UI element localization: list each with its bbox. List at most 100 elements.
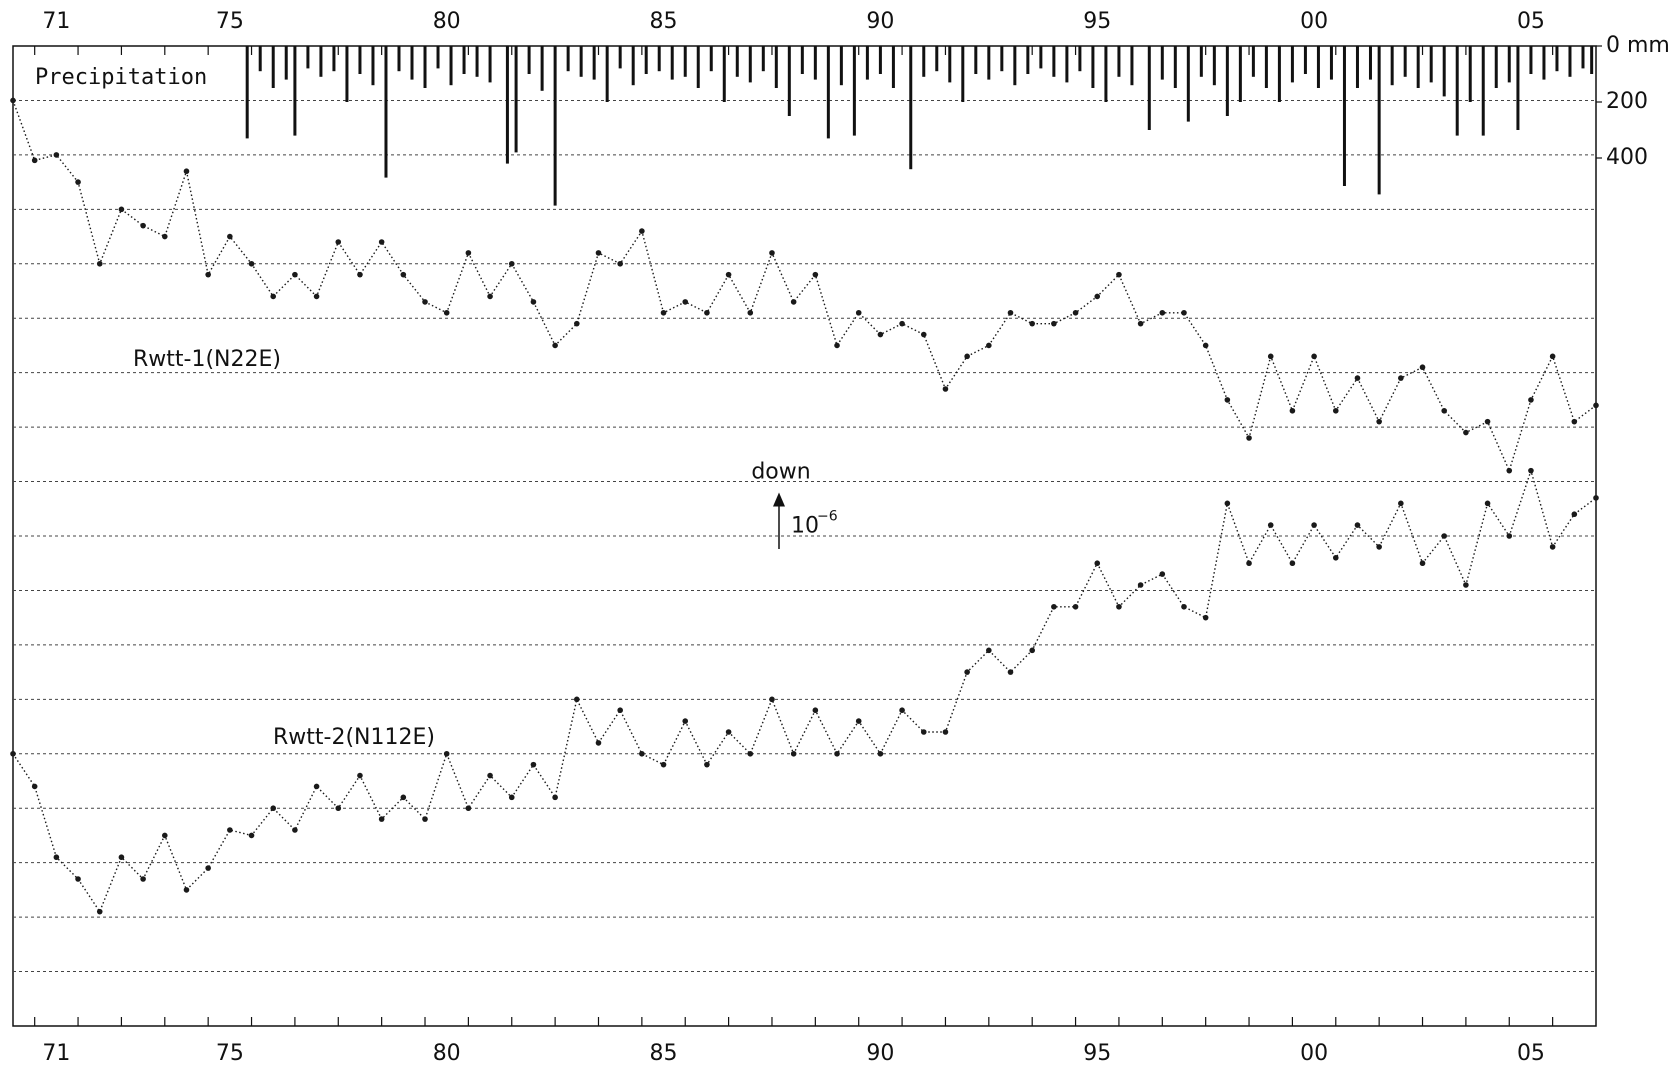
precip-bar xyxy=(475,46,479,77)
scale-arrow-head xyxy=(773,492,785,507)
data-point xyxy=(1398,375,1404,381)
precip-bar xyxy=(358,46,362,74)
precip-bar xyxy=(527,46,531,74)
data-point xyxy=(1246,435,1252,441)
data-point xyxy=(1376,418,1382,425)
data-point xyxy=(248,832,255,839)
data-point xyxy=(1354,522,1361,528)
data-point xyxy=(357,271,363,278)
data-point xyxy=(400,271,407,278)
precip-bar xyxy=(505,46,509,164)
series-label: Rwtt-1(N22E) xyxy=(133,347,281,372)
data-point xyxy=(422,816,428,822)
data-point xyxy=(1289,560,1296,567)
data-point xyxy=(704,309,710,316)
precip-bar xyxy=(878,46,882,74)
precip-bar xyxy=(891,46,895,88)
series-line xyxy=(12,100,1597,473)
precip-bar xyxy=(488,46,492,83)
data-point xyxy=(1332,407,1339,414)
precip-bar xyxy=(423,46,427,88)
x-tick-label: 75 xyxy=(216,1041,244,1066)
data-point xyxy=(465,805,472,812)
data-point xyxy=(183,887,190,893)
data-point xyxy=(1506,533,1513,539)
precip-bar xyxy=(722,46,726,102)
data-point xyxy=(31,157,38,164)
x-tick-label: 00 xyxy=(1300,9,1328,34)
data-point xyxy=(1311,353,1317,360)
scale-exponent: −6 xyxy=(817,509,838,525)
data-point xyxy=(487,293,493,300)
x-tick-label: 90 xyxy=(866,9,894,34)
data-point xyxy=(855,309,862,316)
data-point xyxy=(639,750,645,757)
data-point xyxy=(790,750,797,757)
x-tick-label: 75 xyxy=(216,9,244,34)
data-point xyxy=(552,794,558,801)
data-point xyxy=(595,740,602,746)
data-point xyxy=(617,707,623,714)
precip-bar xyxy=(436,46,440,69)
data-point xyxy=(617,260,623,267)
data-point xyxy=(1289,407,1296,414)
precip-bar xyxy=(462,46,466,74)
data-point xyxy=(1549,353,1556,360)
data-point xyxy=(899,707,905,714)
data-point xyxy=(227,827,233,833)
precip-bar xyxy=(1529,46,1533,74)
data-point xyxy=(682,299,689,305)
data-point xyxy=(270,293,277,300)
precip-bar xyxy=(813,46,817,80)
x-tick-label: 85 xyxy=(650,9,678,34)
precip-bar xyxy=(852,46,856,136)
precip-bar xyxy=(1078,46,1082,72)
precip-bar xyxy=(1316,46,1320,88)
data-point xyxy=(1267,353,1274,360)
data-point xyxy=(1072,309,1079,316)
data-point xyxy=(1116,271,1122,278)
data-point xyxy=(335,239,342,245)
data-point xyxy=(1159,571,1166,577)
data-point xyxy=(986,647,992,654)
data-point xyxy=(53,152,60,158)
data-point xyxy=(899,320,905,327)
precip-bar xyxy=(961,46,965,102)
precip-bar xyxy=(306,46,310,69)
data-point xyxy=(1398,500,1404,507)
precip-bar xyxy=(1355,46,1359,88)
data-point xyxy=(1116,603,1122,610)
data-point xyxy=(877,331,884,338)
precip-bar xyxy=(1186,46,1190,122)
data-point xyxy=(725,271,732,278)
precip-bar xyxy=(1104,46,1108,102)
precip-bar xyxy=(1342,46,1346,186)
data-point xyxy=(248,260,255,267)
data-point xyxy=(1332,554,1339,561)
data-point xyxy=(1051,320,1057,327)
data-point xyxy=(1051,603,1057,610)
precip-bar xyxy=(1147,46,1151,130)
data-point xyxy=(1224,397,1231,403)
precip-bar xyxy=(1212,46,1216,86)
data-point xyxy=(508,794,515,801)
data-point xyxy=(205,271,211,278)
data-point xyxy=(1484,500,1491,507)
precip-bar xyxy=(579,46,583,77)
data-point xyxy=(920,729,927,735)
precip-bar xyxy=(397,46,401,72)
x-tick-label: 95 xyxy=(1083,1041,1111,1066)
y2-tick-label: 200 xyxy=(1606,89,1648,114)
data-point xyxy=(530,299,537,305)
x-tick-label: 05 xyxy=(1517,9,1545,34)
data-point xyxy=(487,772,493,779)
precip-bar xyxy=(1377,46,1381,195)
precip-bar xyxy=(935,46,939,72)
precip-bar xyxy=(1039,46,1043,69)
data-point xyxy=(227,233,233,240)
data-point xyxy=(769,250,775,256)
data-point xyxy=(31,783,38,790)
data-point xyxy=(747,750,754,757)
precip-bar xyxy=(1403,46,1407,77)
